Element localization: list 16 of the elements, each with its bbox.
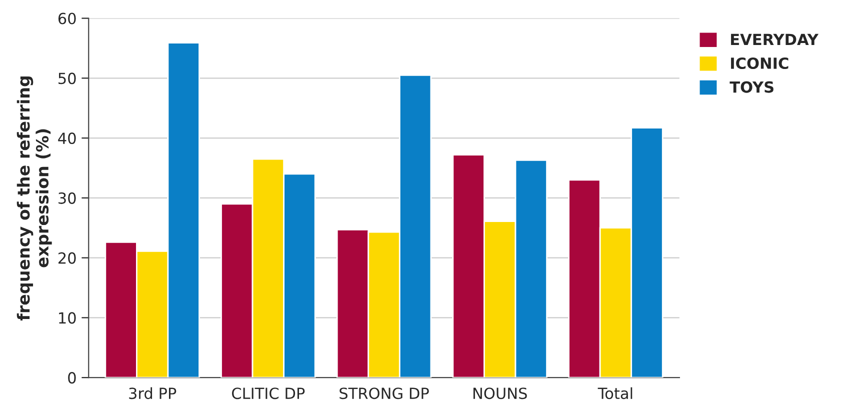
y-tick-label: 40	[58, 132, 76, 144]
y-tick-label: 50	[58, 72, 76, 84]
x-tick-label: 3rd PP	[129, 387, 176, 400]
y-tick-label: 10	[59, 312, 76, 324]
legend-label: TOYS	[730, 81, 774, 93]
x-tick-label: CLITIC DP	[232, 388, 305, 400]
y-axis-title: frequency of the referring expression (%)	[16, 76, 52, 320]
y-tick-label: 0	[68, 372, 76, 384]
x-tick-label: Total	[598, 387, 632, 400]
x-tick-label: NOUNS	[473, 388, 527, 400]
legend-label: EVERYDAY	[731, 34, 819, 46]
x-tick-label: STRONG DP	[340, 388, 429, 400]
legend-label: ICONIC	[731, 57, 788, 70]
y-tick-label: 60	[58, 12, 76, 24]
y-tick-label: 30	[58, 192, 76, 204]
y-tick-label: 20	[58, 252, 76, 264]
